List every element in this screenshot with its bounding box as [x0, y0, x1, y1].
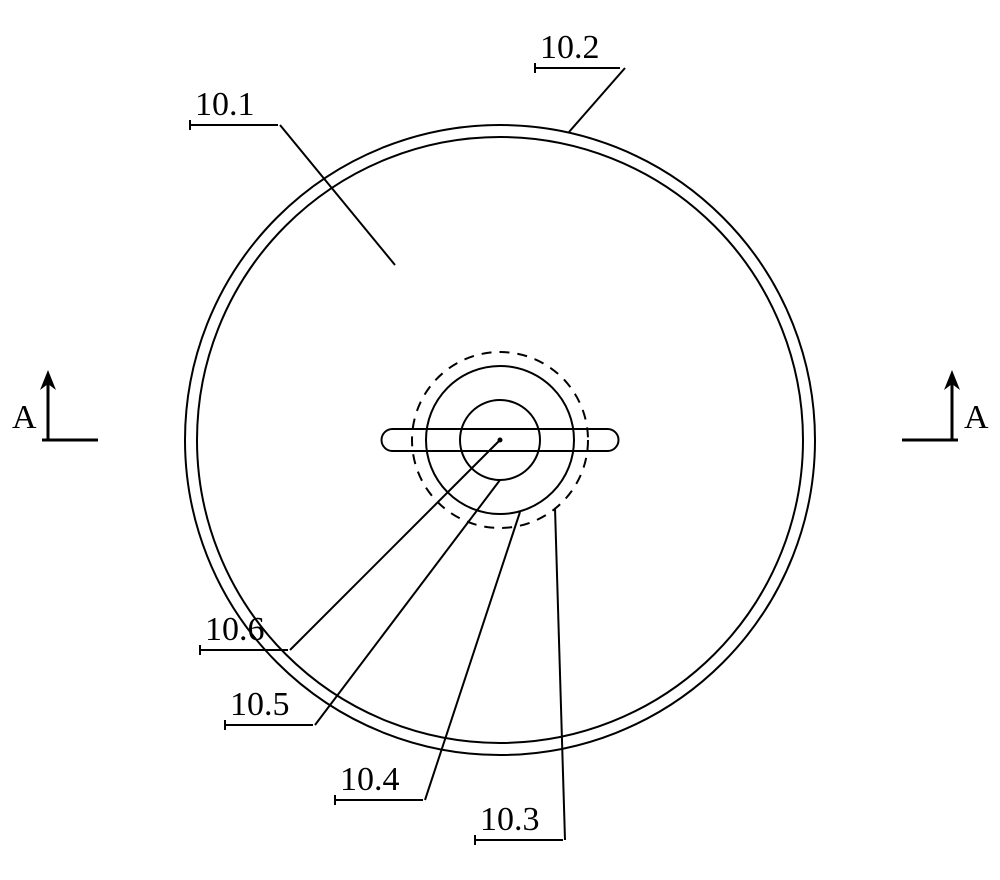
callout-leader: [280, 125, 395, 265]
callout-10-2: 10.2: [535, 29, 625, 132]
callout-label: 10.3: [480, 801, 540, 838]
callout-label: 10.2: [540, 29, 600, 66]
bar-cap-right: [608, 429, 619, 451]
section-mark-right: A: [902, 370, 989, 440]
callout-leader: [315, 480, 500, 725]
callout-leader: [569, 68, 625, 132]
callout-10-6: 10.6: [200, 440, 500, 655]
section-label: A: [964, 399, 989, 436]
callout-10-3: 10.3: [475, 508, 565, 845]
section-mark-left: A: [12, 370, 98, 440]
callout-leader: [555, 508, 565, 840]
callout-label: 10.1: [195, 86, 255, 123]
callout-label: 10.6: [205, 611, 265, 648]
callout-10-4: 10.4: [335, 512, 520, 805]
callout-label: 10.5: [230, 686, 290, 723]
callout-leader: [425, 512, 520, 800]
diagram-canvas: 10.2 10.1 10.6 10.5 10.4 10.3 A A: [0, 0, 1000, 880]
callout-label: 10.4: [340, 761, 400, 798]
callout-10-1: 10.1: [190, 86, 395, 265]
section-label: A: [12, 399, 37, 436]
bar-cap-left: [382, 429, 393, 451]
